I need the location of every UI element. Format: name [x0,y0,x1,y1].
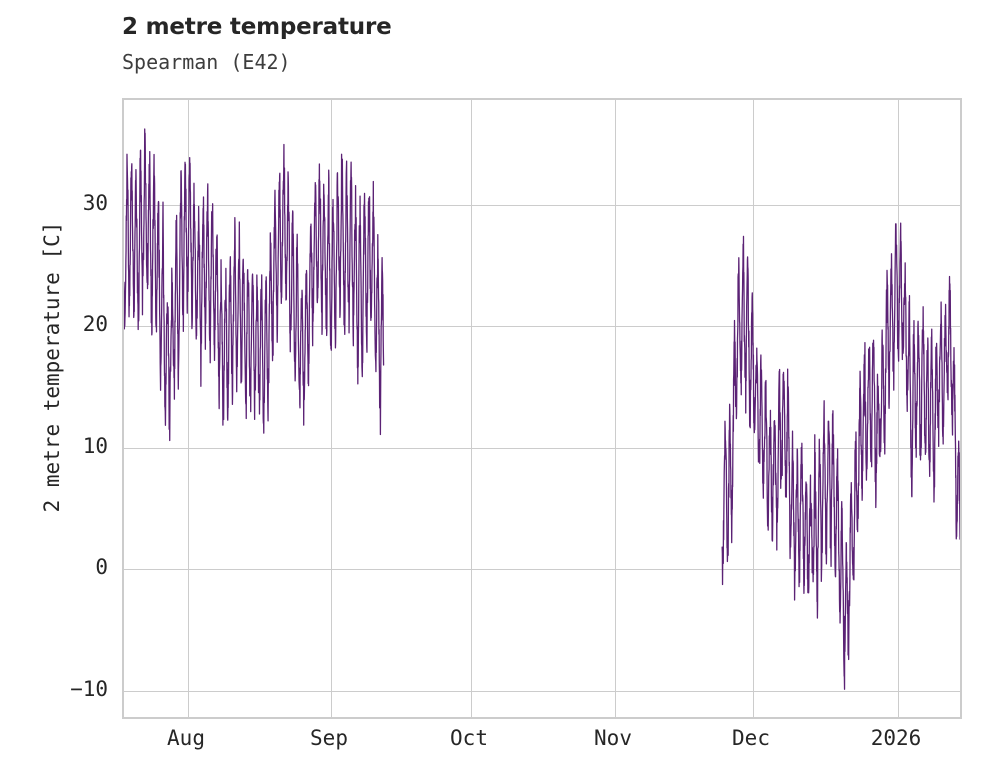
y-axis-tick-label: −10 [70,676,108,701]
gridline-vertical [331,100,332,717]
plot-area [122,98,962,719]
gridline-horizontal [124,326,960,328]
gridline-vertical [898,100,899,717]
y-axis-tick-label: 0 [95,555,108,580]
gridline-horizontal [124,690,960,692]
gridline-vertical [615,100,616,717]
x-axis-tick-label: Dec [732,726,770,750]
temperature-series [124,100,960,717]
y-axis-tick-label: 10 [82,433,108,458]
x-axis-tick-label: Nov [594,726,632,750]
gridline-horizontal [124,204,960,206]
x-axis-tick-label: Oct [450,726,488,750]
gridline-horizontal [124,447,960,449]
y-axis-tick-labels: −10 0 10 20 30 [0,0,108,782]
x-axis-tick-label: Aug [167,726,205,750]
series-path-winter [722,223,960,689]
gridline-vertical [471,100,472,717]
chart-title: 2 metre temperature [122,14,392,40]
y-axis-label: 2 metre temperature [C] [40,221,64,513]
y-axis-tick-label: 20 [82,312,108,337]
series-path-summer [124,129,384,441]
gridline-horizontal [124,569,960,571]
x-axis-tick-label: 2026 [870,726,922,750]
x-axis-tick-label: Sep [310,726,348,750]
gridline-vertical [188,100,189,717]
chart-subtitle: Spearman (E42) [122,50,291,74]
y-axis-tick-label: 30 [82,190,108,215]
